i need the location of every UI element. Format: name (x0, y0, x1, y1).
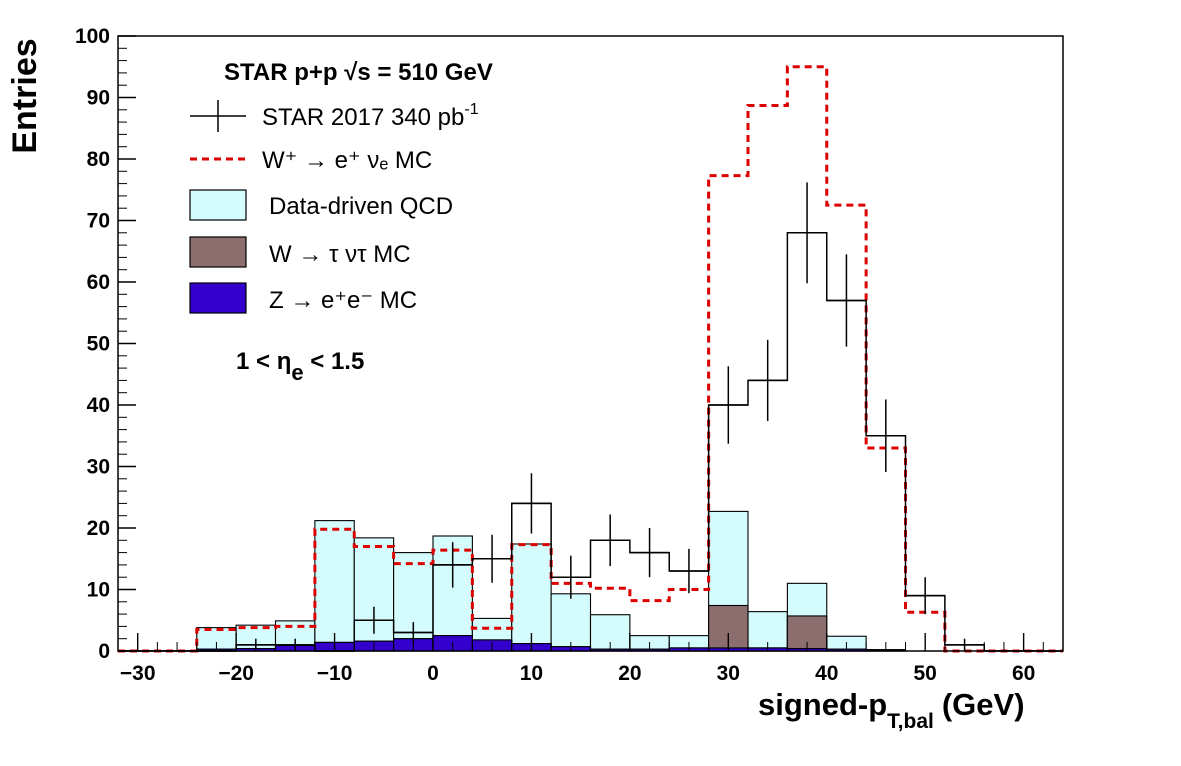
y-tick-label-6: 60 (87, 271, 110, 294)
legend-item-z-mc: Z → e⁺e⁻ MC (189, 282, 417, 314)
y-tick-label-7: 70 (87, 210, 110, 233)
legend-w-tau-swatch (189, 236, 247, 268)
y-tick-label-0: 0 (98, 640, 110, 663)
legend-label-data-sup: -1 (464, 101, 478, 118)
axes: 0 10 20 30 40 50 60 70 80 90 100 −30 −20 −10 0 10 20 30 40… (75, 25, 1064, 685)
y-tick-label-3: 30 (87, 456, 110, 479)
x-tick-label-4: 10 (520, 662, 543, 685)
x-tick-label-5: 20 (618, 662, 641, 685)
x-tick-label-6: 30 (717, 662, 740, 685)
y-tick-label-8: 80 (87, 148, 110, 171)
legend-qcd-swatch (189, 189, 247, 221)
stack-bar-0-bin-6 (353, 537, 395, 652)
eta-range-end: < 1.5 (304, 348, 365, 375)
y-axis-title: Entries (6, 38, 44, 153)
y-tick-label-9: 90 (87, 87, 110, 110)
y-tick-label-5: 50 (87, 333, 110, 356)
x-tick-label-2: −10 (317, 662, 353, 685)
legend-item-w-tau-mc: W → τ ντ MC (189, 236, 411, 268)
legend: STAR 2017 340 pb-1 W⁺ → e⁺ νₑ MC Data-dr… (189, 100, 479, 314)
eta-range-main: 1 < η (236, 348, 291, 375)
legend-label-data: STAR 2017 340 pb-1 (262, 101, 479, 131)
legend-z-swatch (189, 282, 247, 314)
y-tick-label-10: 100 (75, 25, 110, 48)
eta-range-sub: e (291, 360, 303, 385)
legend-label-qcd: Data-driven QCD (269, 193, 453, 220)
x-tick-label-9: 60 (1012, 662, 1035, 685)
x-axis-title-sub: T,bal (887, 710, 934, 733)
stack-bar-0-bin-5 (314, 520, 355, 652)
legend-label-z-mc: Z → e⁺e⁻ MC (269, 287, 417, 314)
legend-item-w-plus-mc: W⁺ → e⁺ νₑ MC (190, 147, 432, 174)
x-tick-label-7: 40 (815, 662, 838, 685)
x-tick-label-3: 0 (427, 662, 439, 685)
eta-range-label: 1 < ηe < 1.5 (236, 348, 364, 385)
x-tick-label-8: 50 (914, 662, 937, 685)
x-tick-label-0: −30 (120, 662, 156, 685)
legend-item-qcd: Data-driven QCD (189, 189, 453, 221)
x-axis-title-unit: (GeV) (942, 687, 1025, 722)
y-tick-label-2: 20 (87, 517, 110, 540)
x-axis-title-main: signed-p (758, 687, 887, 722)
legend-label-w-tau-mc: W → τ ντ MC (269, 241, 411, 268)
legend-label-data-text: STAR 2017 340 pb (262, 104, 464, 131)
plot-heading: STAR p+p √s = 510 GeV (224, 59, 493, 86)
x-axis-title: signed-pT,bal (GeV) (758, 687, 1025, 733)
legend-item-data: STAR 2017 340 pb-1 (190, 100, 479, 132)
x-tick-label-1: −20 (218, 662, 254, 685)
legend-label-w-plus-mc: W⁺ → e⁺ νₑ MC (262, 147, 432, 174)
y-tick-label-4: 40 (87, 394, 110, 417)
y-tick-label-1: 10 (87, 579, 110, 602)
